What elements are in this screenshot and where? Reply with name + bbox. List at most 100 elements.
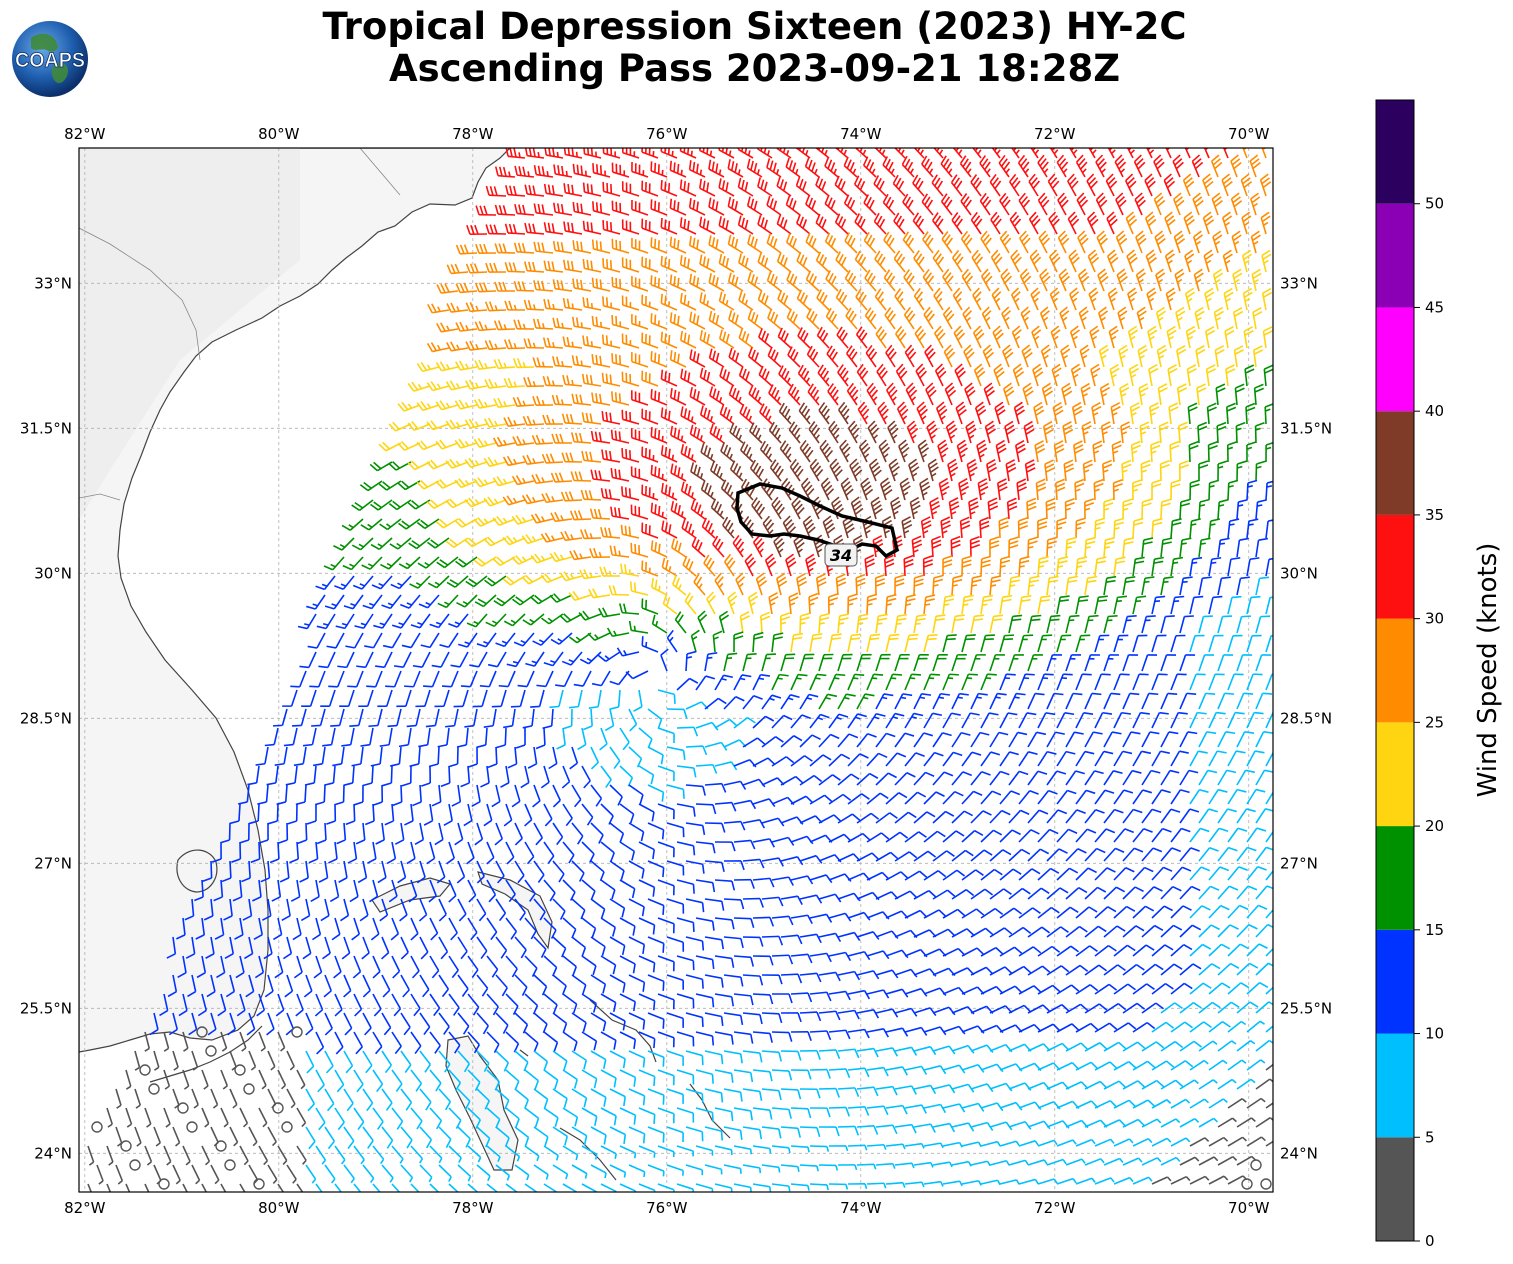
wind-barb — [601, 449, 621, 463]
wind-barb — [1163, 173, 1176, 197]
wind-barb — [913, 250, 925, 273]
wind-barb — [513, 242, 535, 254]
wind-barb — [1151, 556, 1164, 577]
wind-barb — [796, 214, 811, 235]
wind-barb — [641, 148, 659, 159]
wind-barb — [1157, 383, 1168, 406]
wind-barb — [409, 575, 431, 589]
wind-barb — [1108, 325, 1119, 349]
wind-barb — [709, 386, 725, 406]
wind-barb — [1037, 517, 1048, 539]
wind-barb — [749, 459, 765, 482]
wind-barb — [806, 345, 820, 368]
wind-barb — [926, 420, 938, 444]
wind-barb — [1208, 556, 1222, 577]
wind-barb — [952, 148, 963, 159]
wind-barb — [650, 313, 668, 330]
wind-barb — [561, 413, 583, 425]
wind-barb — [843, 156, 858, 178]
wind-barb — [306, 594, 326, 610]
wind-barb — [1146, 287, 1157, 311]
wind-barb — [1021, 344, 1033, 368]
wind-barb — [1251, 268, 1262, 292]
wind-barb — [789, 458, 804, 482]
wind-barb — [631, 238, 649, 254]
wind-barb — [1145, 249, 1157, 273]
wind-barb — [923, 306, 935, 330]
wind-barb — [856, 363, 869, 387]
wind-barb — [1147, 325, 1158, 349]
wind-barb — [737, 177, 754, 197]
lon-tick-label-top: 70°W — [1228, 125, 1270, 143]
wind-barb — [1210, 154, 1223, 178]
wind-barb — [1202, 173, 1214, 197]
colorbar: 0 5 10 15 20 25 30 35 40 45 50 — [1375, 99, 1444, 1250]
wind-barb — [1132, 556, 1145, 577]
wind-barb — [493, 358, 516, 370]
wind-barb — [1004, 420, 1016, 444]
wind-barb — [533, 241, 554, 254]
wind-barb — [893, 212, 906, 235]
wind-barb — [1184, 148, 1191, 159]
wind-barb — [701, 517, 716, 539]
wind-barb — [1187, 402, 1198, 425]
wind-barb — [837, 364, 849, 387]
wind-barb — [1164, 249, 1175, 273]
wind-barb — [688, 160, 706, 178]
contour-label: 34 — [830, 546, 852, 565]
lon-tick-label-top: 82°W — [64, 125, 106, 143]
wind-barb — [993, 363, 1005, 387]
wind-barb — [494, 281, 516, 292]
wind-barb — [549, 551, 573, 563]
wind-barb — [641, 294, 659, 311]
wind-barb — [903, 306, 916, 330]
wind-barb — [475, 243, 497, 254]
wind-barb — [512, 594, 535, 606]
wind-barb — [541, 453, 564, 464]
wind-barb — [1141, 537, 1154, 558]
wind-barb — [551, 433, 573, 444]
wind-barb — [1135, 268, 1146, 292]
wind-barb — [582, 258, 602, 273]
wind-barb — [892, 174, 906, 197]
wind-barb — [904, 344, 917, 368]
wind-barb — [1088, 287, 1099, 311]
wind-barb — [819, 439, 834, 463]
wind-barb — [522, 454, 545, 465]
colorbar-bin — [1376, 1137, 1414, 1241]
wind-barb — [903, 269, 915, 292]
wind-barb — [855, 326, 868, 349]
wind-barb — [688, 235, 706, 254]
wind-barb — [954, 363, 966, 387]
wind-barb — [359, 480, 383, 492]
wind-barb — [699, 292, 716, 311]
wind-barb — [589, 508, 611, 520]
wind-barb — [862, 515, 874, 539]
wind-barb — [1034, 440, 1046, 463]
wind-barb — [815, 573, 827, 596]
wind-barb — [714, 572, 725, 596]
wind-barb — [1204, 287, 1215, 311]
wind-barb — [669, 350, 687, 368]
wind-barb — [1077, 230, 1089, 254]
wind-barb — [1217, 460, 1228, 482]
wind-barb — [572, 278, 592, 292]
wind-barb — [1149, 402, 1160, 425]
wind-barb — [1099, 382, 1111, 406]
wind-barb — [820, 477, 835, 501]
wind-barb — [935, 401, 948, 425]
wind-barb — [796, 572, 808, 596]
wind-barb — [602, 296, 621, 311]
wind-barb — [738, 366, 754, 387]
coaps-logo: COAPS — [12, 21, 88, 97]
wind-barb — [1106, 249, 1119, 273]
wind-barb — [835, 573, 847, 596]
wind-barb — [1198, 537, 1211, 558]
wind-barb — [610, 429, 630, 444]
wind-barb — [1023, 420, 1035, 444]
wind-barb — [787, 346, 801, 368]
wind-barb — [1223, 148, 1229, 159]
wind-barb — [1227, 518, 1240, 539]
wind-barb — [361, 556, 383, 570]
wind-barb — [858, 439, 871, 463]
